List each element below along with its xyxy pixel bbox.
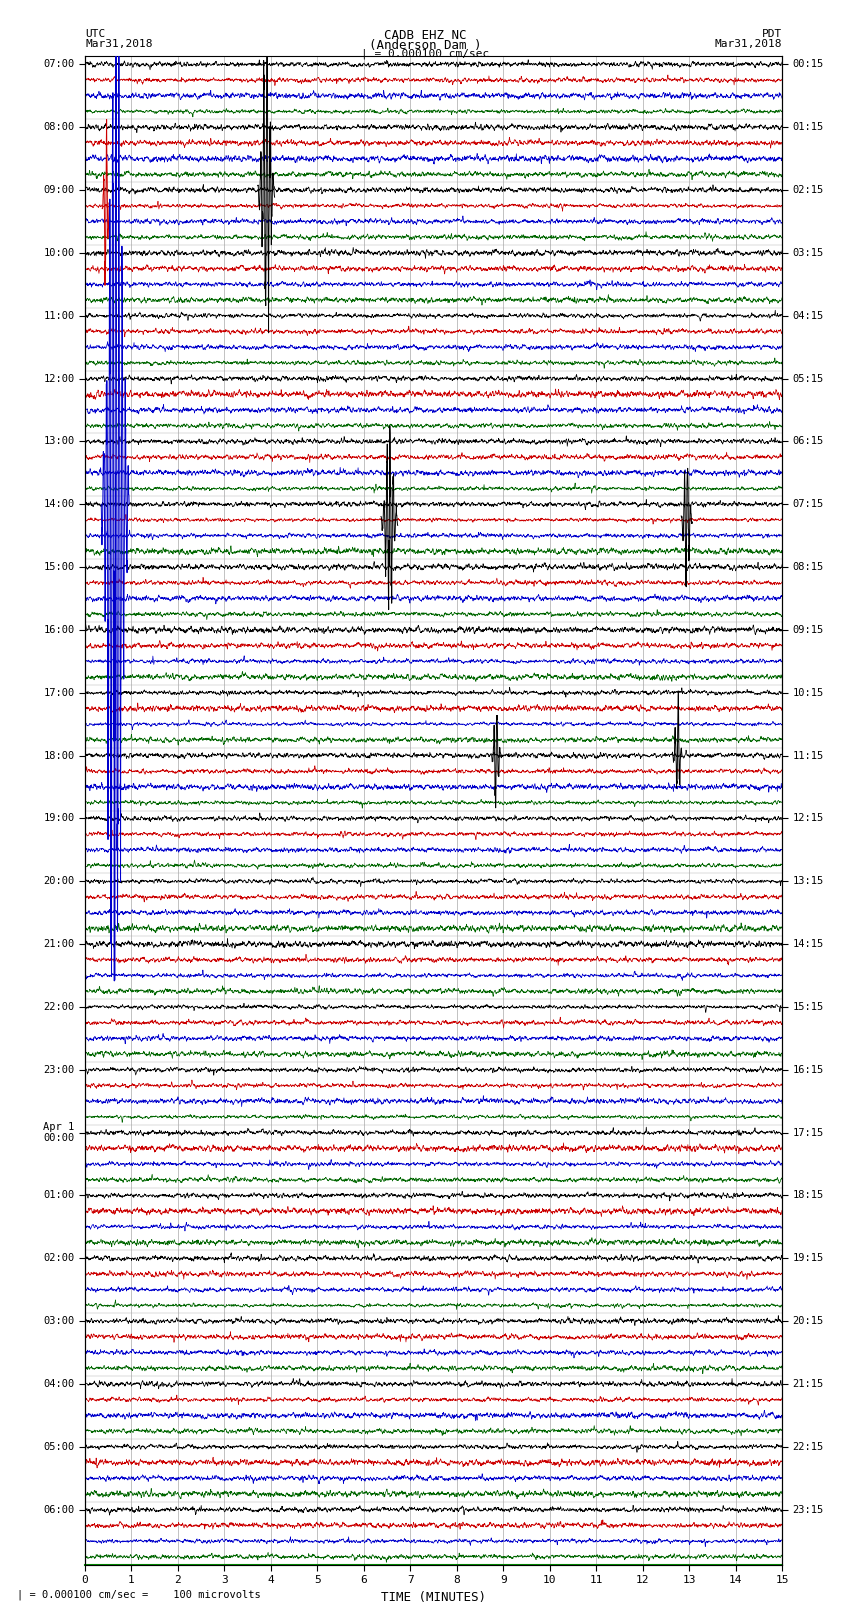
Text: PDT: PDT [762,29,782,39]
X-axis label: TIME (MINUTES): TIME (MINUTES) [381,1590,486,1603]
Text: CADB EHZ NC: CADB EHZ NC [383,29,467,42]
Text: Mar31,2018: Mar31,2018 [715,39,782,48]
Text: (Anderson Dam ): (Anderson Dam ) [369,39,481,52]
Text: | = 0.000100 cm/sec =    100 microvolts: | = 0.000100 cm/sec = 100 microvolts [17,1589,261,1600]
Text: UTC: UTC [85,29,105,39]
Text: Mar31,2018: Mar31,2018 [85,39,152,48]
Text: | = 0.000100 cm/sec: | = 0.000100 cm/sec [361,48,489,60]
